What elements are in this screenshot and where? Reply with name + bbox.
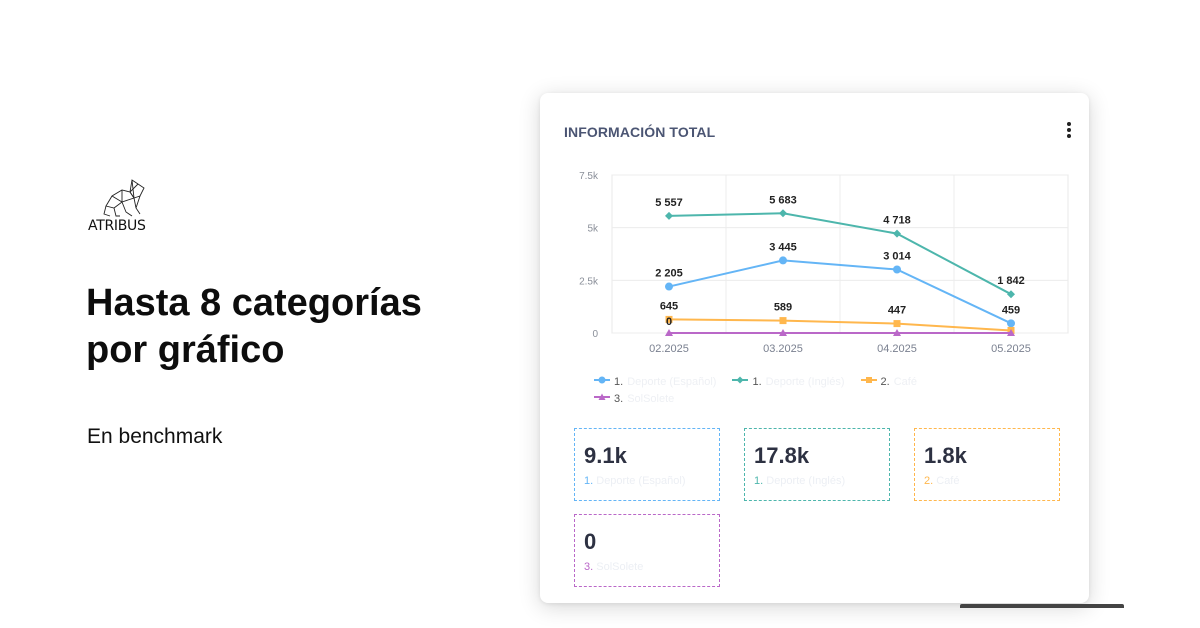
data-point	[893, 329, 901, 336]
bulldog-logo-icon	[103, 179, 145, 217]
stat-label-name: SolSolete	[593, 561, 644, 573]
data-point	[893, 265, 901, 274]
subheadline: En benchmark	[87, 425, 223, 448]
data-point	[779, 317, 787, 325]
data-label: 5 557	[655, 197, 683, 209]
stat-label: 1. Deporte (Inglés)	[754, 475, 880, 487]
legend-label: SolSolete	[627, 392, 675, 405]
stat-value: 1.8k	[924, 443, 967, 468]
data-label: 459	[1002, 304, 1020, 316]
circle-marker-icon	[594, 375, 610, 388]
stat-label-number: 3.	[584, 561, 594, 573]
data-point	[665, 211, 673, 220]
y-tick-label: 5k	[587, 224, 599, 235]
legend-item[interactable]: 3. SolSolete	[594, 390, 674, 407]
x-tick-label: 04.2025	[877, 343, 917, 355]
data-point	[779, 256, 787, 265]
x-tick-label: 05.2025	[991, 343, 1031, 355]
stat-box: 0 3. SolSolete	[574, 514, 720, 587]
legend-item[interactable]: 2. Café	[860, 373, 917, 390]
chart-legend: 1. Deporte (Español) 1. Deporte (Inglés) 2. C…	[594, 373, 1054, 407]
data-label: 4 718	[883, 215, 911, 227]
data-label: 0	[666, 316, 672, 328]
data-point	[1007, 319, 1015, 328]
stat-value: 0	[584, 529, 597, 554]
data-point	[893, 320, 901, 328]
stat-label-number: 1.	[754, 475, 764, 487]
legend-item[interactable]: 1. Deporte (Inglés)	[732, 373, 845, 390]
atribus-logo: ATRIBUS	[88, 178, 152, 236]
legend-item[interactable]: 1. Deporte (Español)	[594, 373, 716, 390]
y-tick-label: 0	[592, 329, 598, 340]
legend-label: Deporte (Inglés)	[765, 375, 845, 388]
data-label: 3 014	[883, 251, 911, 263]
card-title: INFORMACIÓN TOTAL	[564, 124, 716, 140]
series-line	[668, 259, 1012, 325]
data-point	[665, 329, 673, 336]
bottom-edge-bar	[960, 604, 1124, 608]
legend-number: 1.	[614, 375, 624, 388]
stat-label-name: Café	[933, 475, 960, 487]
legend-number: 1.	[752, 375, 762, 388]
legend-label: Café	[893, 375, 917, 388]
data-point	[779, 209, 787, 218]
data-label: 2 205	[655, 268, 683, 280]
triangle-marker-icon	[594, 392, 610, 405]
data-point	[1007, 290, 1015, 299]
stat-box: 1.8k 2. Café	[914, 428, 1060, 501]
line-chart: 0 2.5k 5k 7.5k 02.2025 03.2025 04.2025 05.2025 2…	[579, 171, 1069, 355]
series-line	[668, 318, 1012, 332]
legend-number: 2.	[880, 375, 890, 388]
legend-label: Deporte (Español)	[627, 375, 717, 388]
headline: Hasta 8 categorías por gráfico	[86, 282, 422, 371]
stat-value: 9.1k	[584, 443, 627, 468]
stat-label-number: 2.	[924, 475, 934, 487]
data-point	[1007, 329, 1015, 336]
stat-value: 17.8k	[754, 443, 810, 468]
stat-label: 1. Deporte (Español)	[584, 475, 710, 487]
stat-label: 2. Café	[924, 475, 1050, 487]
logo-wordmark: ATRIBUS	[88, 218, 146, 234]
legend-number: 3.	[614, 392, 624, 405]
y-tick-label: 2.5k	[579, 276, 599, 287]
diamond-marker-icon	[732, 375, 749, 388]
stat-label-number: 1.	[584, 475, 594, 487]
data-label: 589	[774, 302, 792, 314]
data-point	[665, 282, 673, 291]
series-line	[668, 212, 1012, 296]
stat-label-name: Deporte (Español)	[593, 475, 686, 487]
data-label: 3 445	[769, 241, 797, 253]
data-label: 1 842	[997, 275, 1025, 287]
x-tick-label: 03.2025	[763, 343, 803, 355]
x-tick-label: 02.2025	[649, 343, 689, 355]
data-point	[893, 229, 901, 238]
stat-label: 3. SolSolete	[584, 561, 710, 573]
data-point	[665, 315, 673, 323]
stat-label-name: Deporte (Inglés)	[763, 475, 846, 487]
total-info-card: INFORMACIÓN TOTAL 0 2.5k 5k 7.5k 02.2025 03.2…	[540, 93, 1089, 603]
y-tick-label: 7.5k	[579, 171, 599, 182]
stat-box: 9.1k 1. Deporte (Español)	[574, 428, 720, 501]
data-label: 645	[660, 300, 678, 312]
data-point	[779, 329, 787, 336]
data-label: 447	[888, 305, 906, 317]
square-marker-icon	[860, 375, 877, 388]
kebab-menu-icon[interactable]	[1065, 122, 1073, 140]
stat-box: 17.8k 1. Deporte (Inglés)	[744, 428, 890, 501]
data-label: 5 683	[769, 194, 797, 206]
